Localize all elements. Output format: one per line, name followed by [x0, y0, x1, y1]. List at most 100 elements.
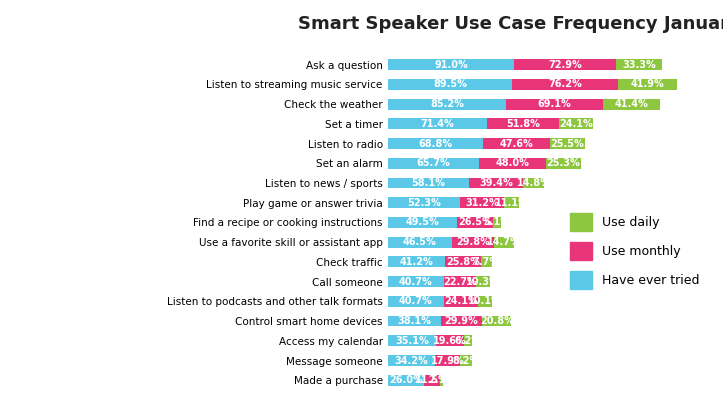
Text: 91.0%: 91.0% [434, 60, 468, 70]
Text: 72.9%: 72.9% [548, 60, 582, 70]
Bar [487, 118, 559, 129]
Bar [513, 79, 618, 90]
Bar [460, 355, 471, 366]
Text: 46.5%: 46.5% [403, 237, 437, 247]
Text: 14.7%: 14.7% [487, 237, 521, 247]
Text: 11.1%: 11.1% [495, 198, 529, 208]
Text: 5.1%: 5.1% [484, 217, 510, 227]
Text: 39.4%: 39.4% [479, 178, 513, 188]
Bar [388, 99, 506, 110]
Bar [504, 197, 519, 208]
Bar [618, 79, 677, 90]
Bar [388, 335, 437, 346]
Text: 69.1%: 69.1% [537, 99, 571, 109]
Bar [388, 237, 453, 248]
Bar [444, 276, 476, 287]
Text: 52.3%: 52.3% [407, 198, 441, 208]
Bar [602, 99, 660, 110]
Bar [388, 158, 479, 169]
Bar [424, 375, 440, 386]
Bar [616, 59, 662, 70]
Text: 29.9%: 29.9% [445, 316, 479, 326]
Text: 29.8%: 29.8% [456, 237, 490, 247]
Bar [494, 237, 514, 248]
Text: 25.5%: 25.5% [551, 138, 584, 148]
Text: 49.5%: 49.5% [405, 217, 439, 227]
Text: 71.4%: 71.4% [421, 119, 454, 129]
Text: 58.1%: 58.1% [411, 178, 445, 188]
Bar [437, 335, 463, 346]
Text: 11.5%: 11.5% [415, 375, 449, 385]
Bar [388, 138, 484, 149]
Bar [549, 138, 585, 149]
Bar [478, 296, 492, 307]
Bar [388, 197, 461, 208]
Text: 26.0%: 26.0% [389, 375, 422, 385]
Bar [456, 217, 494, 228]
Bar [559, 118, 593, 129]
Text: 40.7%: 40.7% [399, 276, 433, 286]
Bar [388, 296, 444, 307]
Bar [440, 316, 482, 327]
Bar [463, 335, 472, 346]
Bar [440, 375, 442, 386]
Text: 2.1%: 2.1% [428, 375, 455, 385]
Bar [506, 99, 602, 110]
Text: 41.2%: 41.2% [399, 257, 433, 267]
Bar [469, 178, 523, 188]
Text: 40.7%: 40.7% [399, 296, 433, 306]
Text: 10.1%: 10.1% [468, 296, 502, 306]
Text: 38.1%: 38.1% [397, 316, 431, 326]
Text: 25.8%: 25.8% [446, 257, 480, 267]
Bar [388, 355, 435, 366]
Text: 10.3%: 10.3% [466, 276, 500, 286]
Text: 41.9%: 41.9% [630, 79, 664, 89]
Text: 6.2%: 6.2% [455, 336, 482, 346]
Bar [388, 316, 440, 327]
Bar [388, 79, 513, 90]
Bar [388, 256, 445, 267]
Bar [476, 276, 490, 287]
Text: 89.5%: 89.5% [433, 79, 467, 89]
Bar [388, 178, 469, 188]
Text: 17.9%: 17.9% [431, 356, 465, 366]
Bar [484, 138, 549, 149]
Text: 19.6%: 19.6% [433, 336, 467, 346]
Text: 47.6%: 47.6% [500, 138, 534, 148]
Legend: Use daily, Use monthly, Have ever tried: Use daily, Use monthly, Have ever tried [565, 208, 705, 294]
Bar [494, 217, 500, 228]
Bar [388, 276, 444, 287]
Bar [523, 178, 544, 188]
Text: 51.8%: 51.8% [506, 119, 540, 129]
Bar [482, 316, 511, 327]
Bar [388, 59, 514, 70]
Bar [388, 217, 456, 228]
Bar [445, 256, 481, 267]
Bar [388, 118, 487, 129]
Text: 35.1%: 35.1% [395, 336, 429, 346]
Text: 7.7%: 7.7% [473, 257, 500, 267]
Bar [388, 375, 424, 386]
Text: 33.3%: 33.3% [623, 60, 656, 70]
Text: 26.5%: 26.5% [458, 217, 492, 227]
Text: 34.2%: 34.2% [395, 356, 428, 366]
Bar [435, 355, 460, 366]
Text: 8.2%: 8.2% [453, 356, 479, 366]
Bar [461, 197, 504, 208]
Text: 48.0%: 48.0% [495, 158, 529, 168]
Title: Smart Speaker Use Case Frequency January 2018: Smart Speaker Use Case Frequency January… [298, 15, 723, 33]
Text: 14.8%: 14.8% [517, 178, 551, 188]
Text: 85.2%: 85.2% [430, 99, 464, 109]
Text: 25.3%: 25.3% [547, 158, 581, 168]
Text: 31.2%: 31.2% [466, 198, 499, 208]
Text: 22.7%: 22.7% [443, 276, 477, 286]
Text: 41.4%: 41.4% [615, 99, 649, 109]
Text: 24.1%: 24.1% [559, 119, 593, 129]
Text: 20.8%: 20.8% [480, 316, 514, 326]
Bar [546, 158, 581, 169]
Bar [453, 237, 494, 248]
Text: 65.7%: 65.7% [416, 158, 450, 168]
Text: 76.2%: 76.2% [549, 79, 582, 89]
Text: 24.1%: 24.1% [444, 296, 478, 306]
Text: 68.8%: 68.8% [419, 138, 453, 148]
